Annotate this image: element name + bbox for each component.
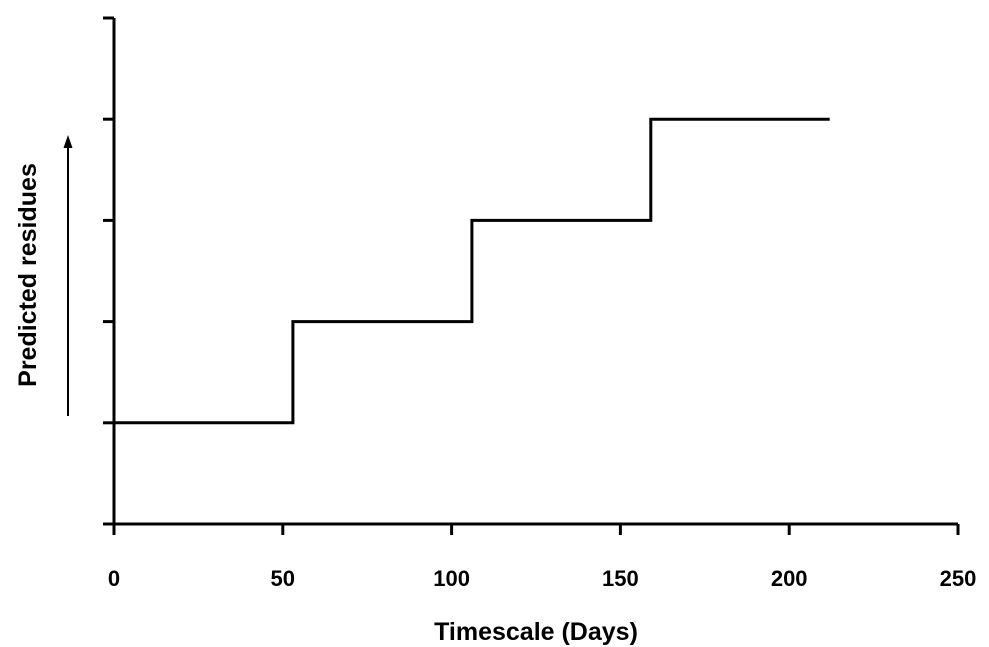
x-axis-tick-labels: 0 50 100 150 200 250 — [108, 566, 976, 591]
x-tick-label-5: 250 — [940, 566, 977, 591]
x-tick-label-4: 200 — [771, 566, 808, 591]
x-tick-label-3: 150 — [602, 566, 639, 591]
y-axis-arrow-icon — [63, 135, 73, 416]
x-tick-label-2: 100 — [433, 566, 470, 591]
x-tick-label-1: 50 — [271, 566, 295, 591]
x-axis-ticks — [112, 524, 960, 535]
y-axis-title: Predicted residues — [14, 163, 42, 387]
y-axis-ticks — [103, 16, 114, 526]
series-line — [114, 117, 830, 425]
x-axis-title: Timescale (Days) — [434, 618, 638, 646]
x-tick-label-0: 0 — [108, 566, 120, 591]
